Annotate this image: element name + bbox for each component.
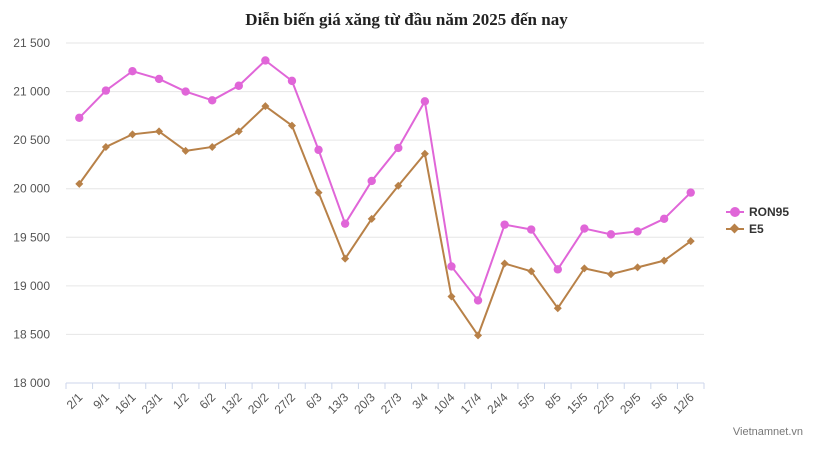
x-tick-label: 5/5 [516, 390, 538, 412]
x-tick-label: 24/4 [484, 390, 511, 417]
data-point-e5 [660, 256, 669, 265]
data-point-ron95 [154, 74, 164, 84]
data-point-ron95 [128, 66, 137, 76]
legend-label-e5: E5 [749, 221, 764, 236]
x-tick-label: 17/4 [458, 390, 485, 417]
data-point-e5 [527, 267, 536, 276]
x-tick-label: 10/4 [431, 390, 458, 417]
y-tick-label: 19 500 [13, 230, 50, 244]
data-point-e5 [606, 270, 615, 279]
grid-lines [66, 42, 704, 384]
legend-item-e5[interactable]: E5 [726, 220, 789, 237]
data-point-e5 [633, 263, 642, 272]
y-tick-label: 19 000 [13, 279, 50, 293]
x-tick-label: 2/1 [64, 390, 86, 412]
x-tick-label: 29/5 [617, 390, 644, 417]
data-point-ron95 [553, 265, 562, 274]
legend: RON95 E5 [726, 203, 789, 237]
data-point-e5 [75, 179, 84, 188]
data-point-ron95 [101, 86, 111, 95]
data-point-e5 [181, 146, 190, 155]
data-point-ron95 [606, 230, 616, 239]
data-point-e5 [420, 149, 429, 158]
data-point-ron95 [447, 262, 456, 271]
data-point-e5 [287, 121, 296, 130]
x-tick-label: 9/1 [90, 390, 112, 412]
data-point-e5 [474, 331, 483, 340]
x-tick-label: 15/5 [564, 390, 591, 417]
data-point-e5 [686, 237, 695, 246]
data-point-ron95 [75, 113, 84, 123]
data-point-e5 [128, 130, 137, 139]
y-tick-label: 18 500 [13, 327, 50, 341]
legend-swatch-e5 [726, 223, 744, 234]
data-point-e5 [553, 304, 562, 313]
data-point-ron95 [580, 224, 589, 233]
y-tick-label: 21 500 [13, 36, 50, 50]
data-point-ron95 [340, 219, 350, 228]
x-tick-label: 6/3 [303, 390, 325, 412]
data-point-ron95 [367, 176, 376, 186]
x-tick-label: 1/2 [170, 390, 192, 412]
y-tick-label: 20 000 [13, 182, 50, 196]
data-point-ron95 [261, 56, 270, 65]
data-point-ron95 [420, 97, 430, 106]
data-point-ron95 [500, 220, 509, 229]
x-tick-label: 12/6 [670, 390, 697, 417]
data-point-e5 [155, 127, 164, 136]
data-point-e5 [341, 254, 350, 263]
data-point-e5 [234, 127, 243, 136]
data-point-e5 [261, 102, 270, 111]
data-point-ron95 [527, 225, 536, 234]
data-point-ron95 [659, 214, 669, 224]
source-credit: Vietnamnet.vn [732, 426, 803, 438]
data-point-e5 [101, 142, 110, 151]
x-tick-label: 27/3 [378, 390, 405, 417]
x-tick-label: 13/2 [218, 390, 245, 417]
data-point-ron95 [208, 96, 217, 105]
x-tick-label: 8/5 [542, 390, 564, 412]
data-point-e5 [208, 142, 217, 151]
x-tick-label: 27/2 [272, 390, 299, 417]
chart-title: Diễn biến giá xăng từ đầu năm 2025 đến n… [245, 10, 568, 29]
series-layer [75, 56, 695, 340]
y-tick-label: 18 000 [13, 376, 50, 390]
axes: 18 000 18 500 19 000 19 500 20 000 20 500 21 0… [13, 36, 705, 417]
data-point-e5 [500, 259, 509, 268]
x-tick-label: 16/1 [112, 390, 139, 417]
series-line-ron95 [78, 59, 692, 302]
data-point-ron95 [473, 296, 483, 305]
y-tick-label: 20 500 [13, 133, 50, 147]
x-tick-label: 5/6 [649, 390, 671, 412]
legend-label-ron95: RON95 [749, 204, 790, 219]
data-point-ron95 [633, 227, 642, 236]
data-point-ron95 [287, 76, 297, 86]
x-tick-label: 20/2 [245, 390, 272, 417]
x-tick-label: 23/1 [139, 390, 166, 417]
legend-swatch-ron95 [726, 206, 744, 217]
x-tick-label: 13/3 [325, 390, 352, 417]
data-point-e5 [367, 214, 376, 223]
x-tick-label: 22/5 [591, 390, 618, 417]
data-point-e5 [314, 188, 323, 197]
data-point-ron95 [314, 145, 323, 155]
data-point-e5 [394, 181, 403, 190]
data-point-ron95 [181, 87, 190, 96]
data-point-e5 [580, 264, 589, 273]
data-point-ron95 [394, 143, 403, 153]
data-point-ron95 [686, 188, 695, 197]
y-tick-label: 21 000 [13, 85, 50, 99]
x-tick-label: 20/3 [351, 390, 378, 417]
data-point-e5 [447, 292, 456, 301]
series-line-e5 [78, 105, 692, 337]
data-point-ron95 [234, 81, 243, 90]
legend-item-ron95[interactable]: RON95 [726, 203, 789, 220]
x-tick-label: 6/2 [197, 390, 219, 412]
x-tick-label: 3/4 [409, 390, 431, 412]
